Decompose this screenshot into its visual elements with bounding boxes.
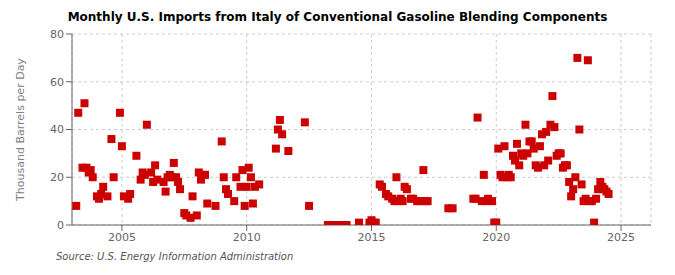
html-text:Monthly U.S. Imports from Ital: Monthly U.S. Imports from Italy of Conve… [67,10,608,24]
svg-text:60: 60 [50,76,64,89]
svg-text:2020: 2020 [482,231,510,244]
svg-text:0: 0 [57,219,64,232]
svg-text:2005: 2005 [108,231,136,244]
svg-text:40: 40 [50,123,64,136]
svg-text:2025: 2025 [607,231,635,244]
svg-text:2015: 2015 [357,231,385,244]
svg-text:20: 20 [50,171,64,184]
html-text:Source: U.S. Energy Informatio: Source: U.S. Energy Information Administ… [56,251,294,262]
svg-text:80: 80 [50,28,64,41]
svg-text:Thousand Barrels per Day: Thousand Barrels per Day [14,58,27,202]
svg-text:2010: 2010 [233,231,261,244]
